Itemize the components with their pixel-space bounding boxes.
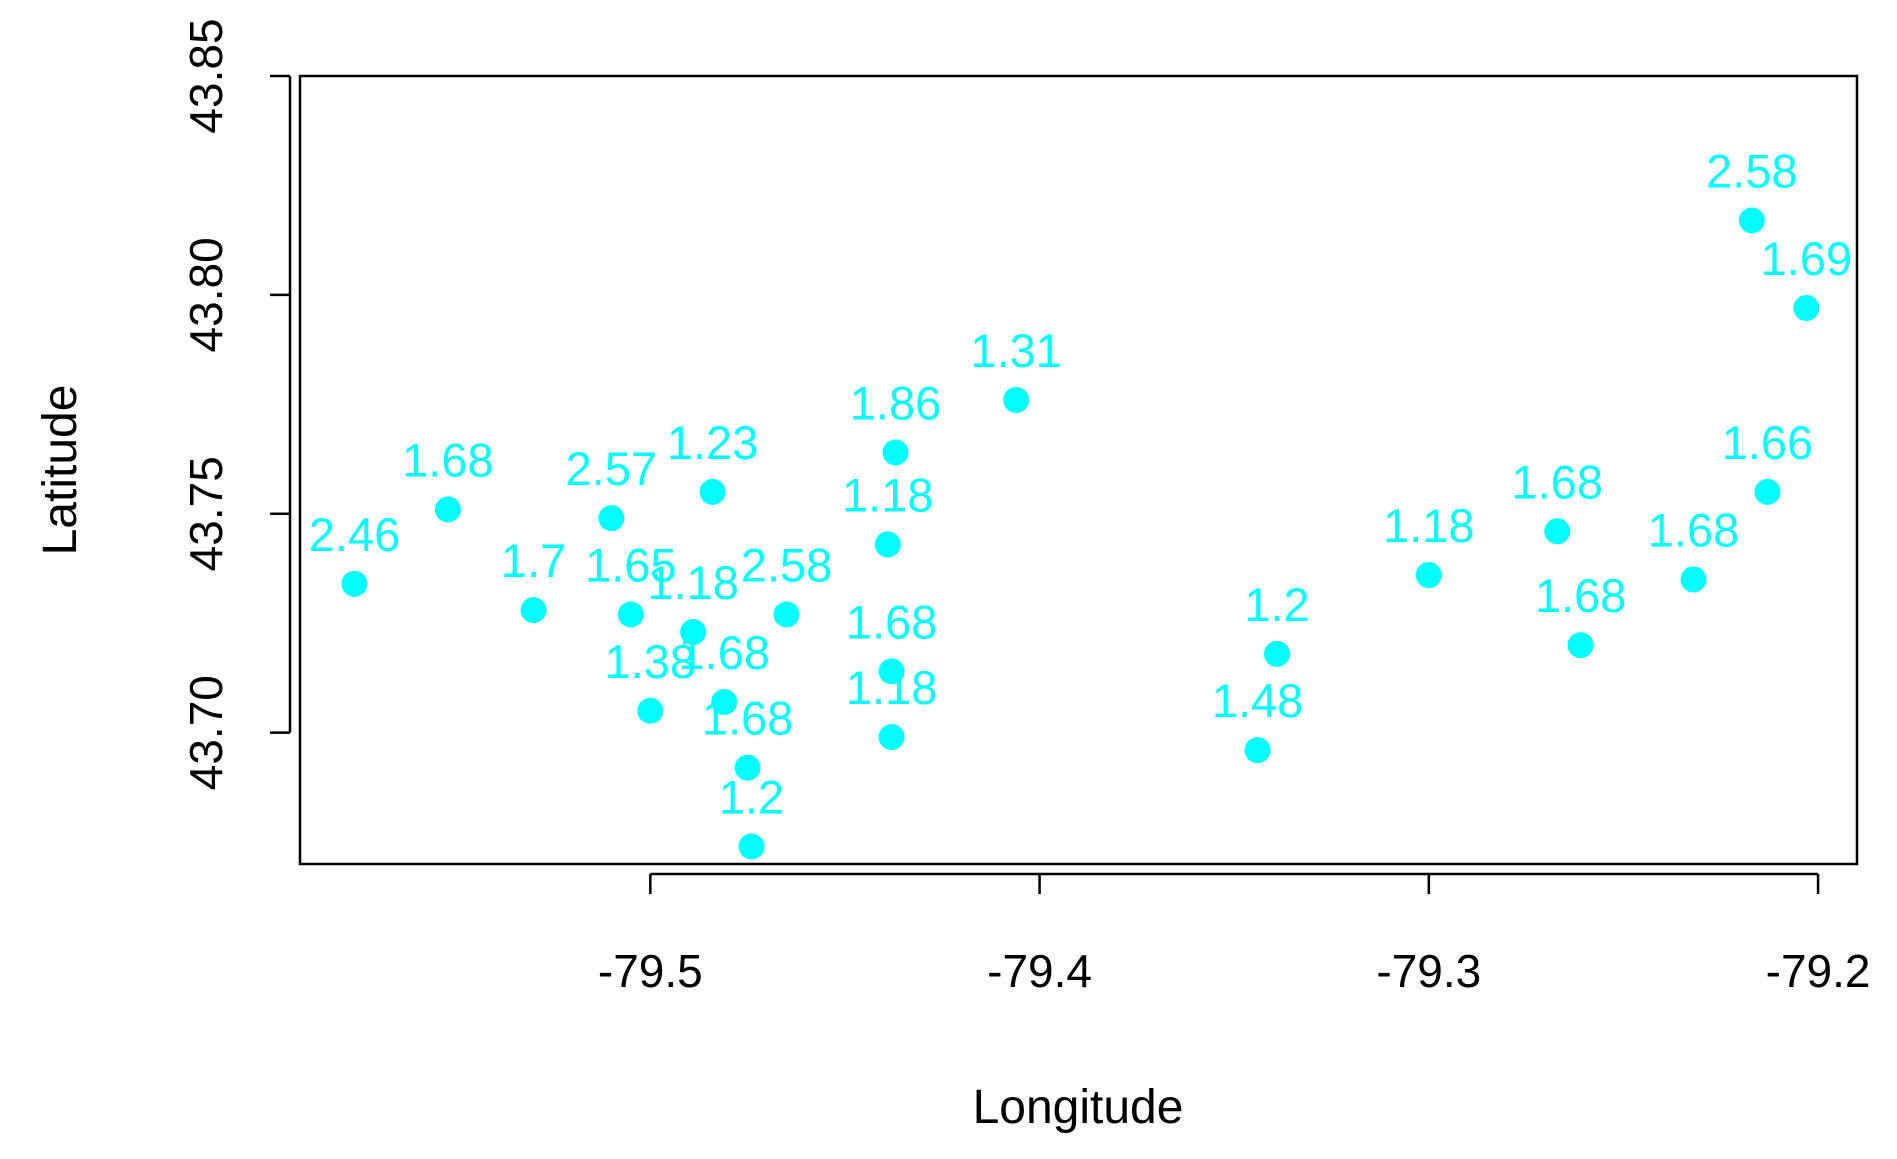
data-label: 1.68 — [1512, 455, 1603, 508]
data-label: 1.68 — [1648, 503, 1739, 556]
data-point — [1544, 518, 1571, 545]
data-label: 1.48 — [1212, 674, 1303, 727]
data-point — [773, 601, 800, 628]
data-point — [617, 601, 644, 628]
data-label: 2.58 — [741, 538, 832, 591]
data-label: 1.7 — [501, 534, 566, 587]
plot-frame — [298, 74, 1859, 866]
y-tick-label: 43.80 — [180, 237, 232, 352]
data-label: 1.2 — [719, 770, 784, 823]
x-tick-label: -79.4 — [987, 945, 1092, 997]
data-point — [738, 833, 765, 860]
data-point — [711, 689, 738, 716]
data-label: 1.38 — [605, 635, 696, 688]
data-label: 1.68 — [1535, 569, 1626, 622]
data-label: 1.31 — [970, 324, 1061, 377]
x-tick-label: -79.5 — [598, 945, 703, 997]
y-axis: 43.70 43.75 43.80 43.85 — [180, 18, 292, 790]
data-label: 1.18 — [647, 556, 738, 609]
data-point — [699, 478, 726, 505]
data-labels: 2.461.681.72.571.651.181.232.581.681.381… — [309, 144, 1852, 823]
data-label: 1.68 — [702, 692, 793, 745]
data-point — [1680, 566, 1707, 593]
x-tick-label: -79.3 — [1376, 945, 1481, 997]
x-tick-label: -79.2 — [1766, 945, 1871, 997]
data-point — [1264, 640, 1291, 667]
data-point — [598, 505, 625, 532]
data-point — [878, 658, 905, 685]
data-label: 1.68 — [846, 595, 937, 648]
data-point — [434, 496, 461, 523]
data-label: 1.86 — [850, 376, 941, 429]
data-label: 2.46 — [309, 508, 400, 561]
data-point — [1793, 295, 1820, 322]
data-point — [1415, 562, 1442, 589]
y-tick-label: 43.85 — [180, 18, 232, 133]
data-point — [1567, 632, 1594, 659]
x-axis: -79.5 -79.4 -79.3 -79.2 — [598, 872, 1871, 997]
data-label: 1.18 — [842, 468, 933, 521]
data-label: 1.66 — [1722, 416, 1813, 469]
data-points — [341, 207, 1820, 860]
y-tick-label: 43.70 — [180, 675, 232, 790]
x-axis-title: Longitude — [973, 1081, 1184, 1134]
data-point — [1003, 386, 1030, 413]
data-label: 2.58 — [1706, 144, 1797, 197]
data-label: 1.2 — [1244, 578, 1309, 631]
y-tick-label: 43.75 — [180, 456, 232, 571]
data-point — [1738, 207, 1765, 234]
data-point — [1754, 478, 1781, 505]
data-point — [874, 531, 901, 558]
data-point — [520, 597, 547, 624]
data-point — [680, 618, 707, 645]
data-label: 1.68 — [402, 433, 493, 486]
data-label: 1.18 — [846, 661, 937, 714]
data-point — [1244, 737, 1271, 764]
data-point — [878, 724, 905, 751]
data-label: 1.68 — [679, 626, 770, 679]
data-label: 1.23 — [667, 416, 758, 469]
data-point — [882, 439, 909, 466]
data-label: 2.57 — [566, 442, 657, 495]
data-point — [637, 697, 664, 724]
data-label: 1.18 — [1383, 499, 1474, 552]
data-label: 1.69 — [1761, 232, 1852, 285]
data-point — [341, 570, 368, 597]
data-label: 1.65 — [585, 538, 676, 591]
y-axis-title: Latitude — [34, 385, 87, 556]
data-point — [734, 754, 761, 781]
